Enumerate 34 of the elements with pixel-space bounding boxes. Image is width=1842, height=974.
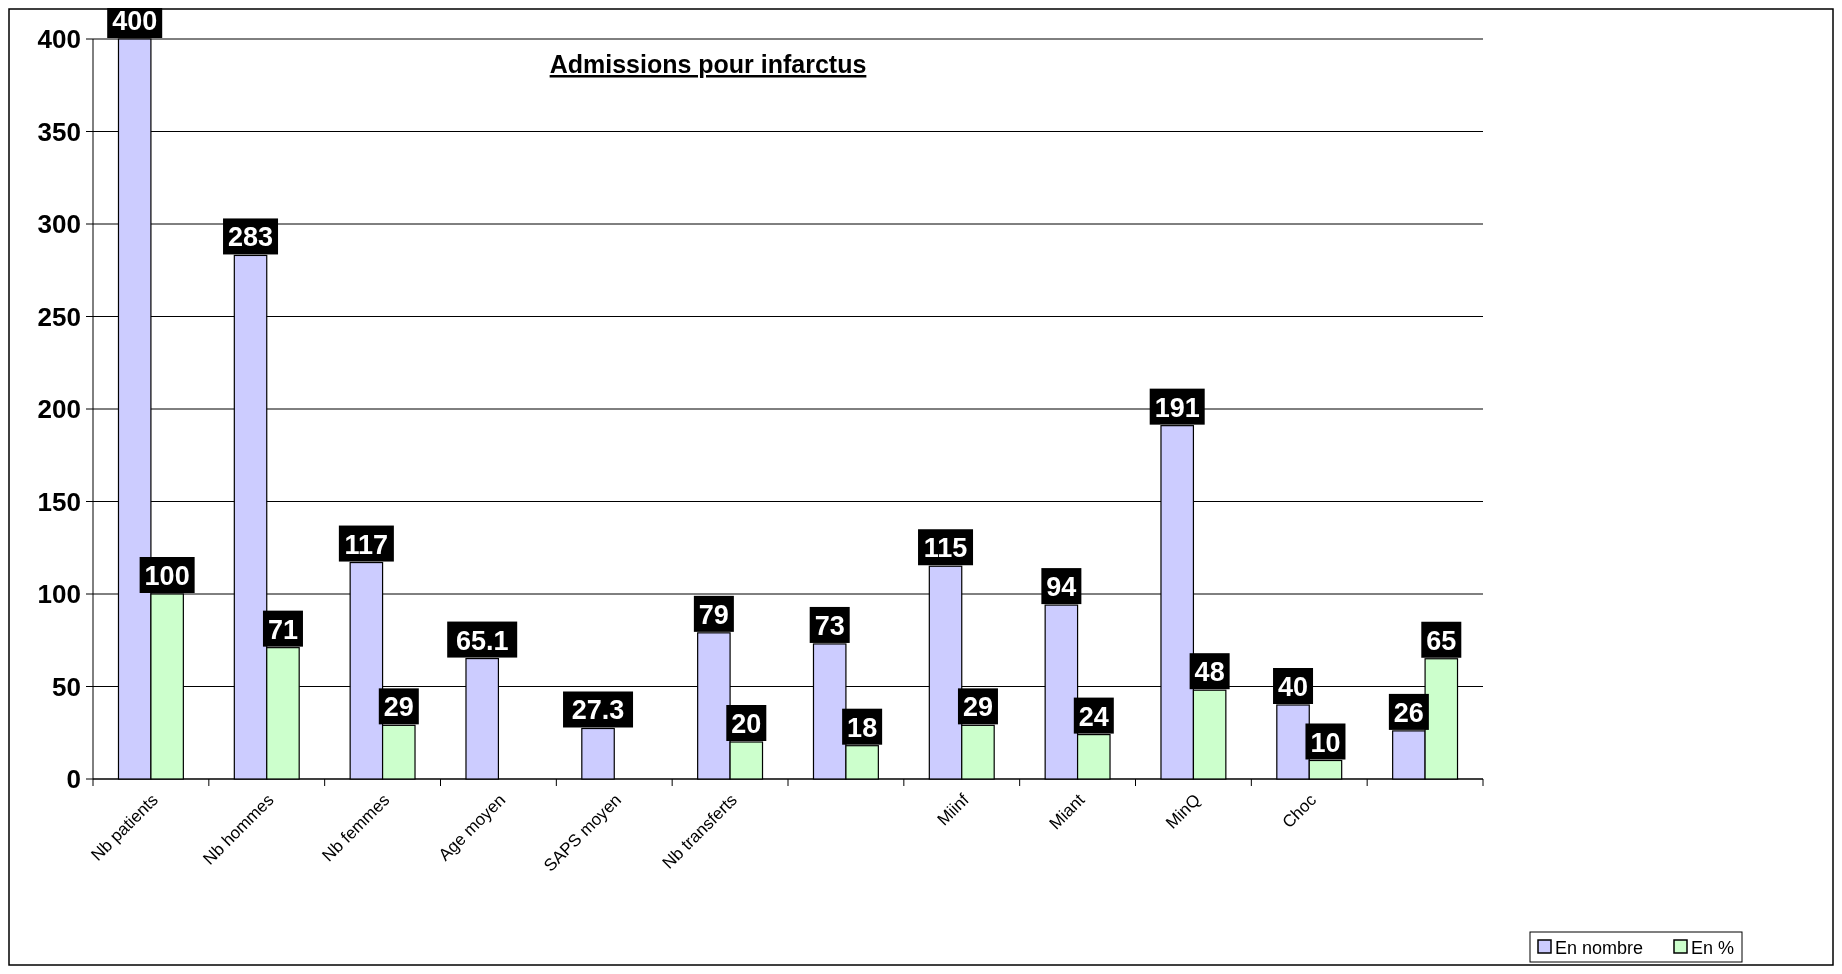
data-label: 29	[962, 692, 993, 723]
data-label: 71	[267, 614, 298, 645]
data-label: 117	[344, 529, 389, 560]
y-tick-label: 100	[37, 579, 81, 609]
data-label: 26	[1393, 697, 1424, 728]
data-label: 73	[814, 610, 845, 641]
data-label: 115	[923, 533, 968, 564]
data-label: 24	[1078, 701, 1109, 732]
data-label: 65	[1426, 625, 1457, 656]
y-tick-label: 200	[37, 394, 81, 424]
data-label: 100	[144, 561, 190, 591]
legend-label: En nombre	[1555, 938, 1644, 958]
y-tick-label: 50	[52, 671, 81, 702]
legend-label: En %	[1691, 938, 1735, 958]
chart-title: Admissions pour infarctus	[549, 50, 867, 78]
y-tick-label: 150	[37, 486, 81, 517]
data-label: 18	[847, 712, 878, 743]
data-label: 65.1	[455, 625, 509, 656]
data-label: 283	[228, 222, 274, 253]
data-label: 10	[1310, 727, 1341, 758]
data-label: 29	[383, 692, 414, 723]
y-tick-label: 350	[37, 116, 81, 147]
y-tick-label: 250	[37, 301, 81, 332]
y-tick-label: 400	[37, 24, 81, 54]
data-label: 27.3	[571, 695, 625, 726]
y-tick-label: 300	[37, 209, 81, 239]
y-tick-label: 0	[66, 764, 81, 794]
data-label: 94	[1046, 572, 1077, 603]
data-label: 40	[1278, 672, 1309, 702]
data-label: 400	[112, 6, 158, 36]
data-label: 191	[1154, 392, 1200, 423]
data-label: 79	[698, 599, 729, 630]
data-label: 48	[1194, 657, 1225, 688]
data-label: 20	[731, 709, 762, 739]
